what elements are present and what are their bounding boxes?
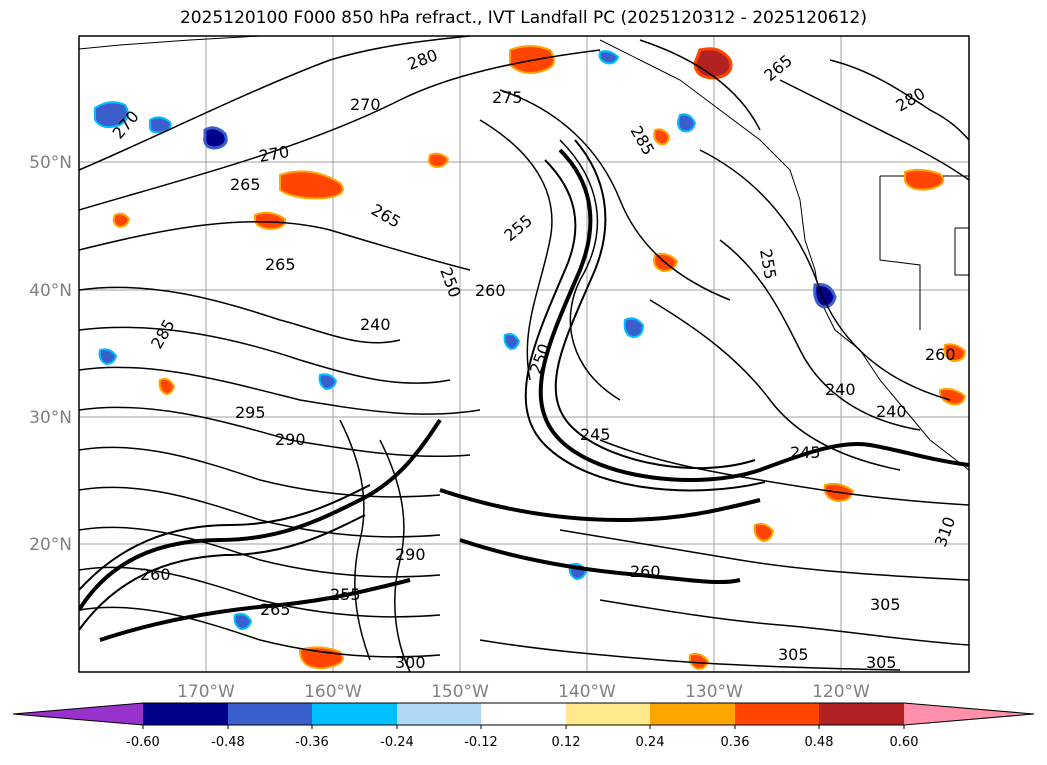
colorbar-segment (819, 703, 904, 725)
contour-label: 260 (925, 345, 956, 364)
colorbar-segment (481, 703, 566, 725)
colorbar-tick-label: -0.12 (464, 735, 498, 750)
colorbar-tick-label: 0.24 (636, 735, 665, 750)
colorbar-tick-label: -0.24 (380, 735, 414, 750)
contour-label: 265 (230, 175, 261, 194)
colorbar-segment (397, 703, 481, 725)
refractivity-contours (79, 36, 969, 672)
contour-label: 240 (825, 380, 856, 399)
contour-label: 305 (778, 645, 809, 664)
lat-label: 40°N (29, 281, 72, 301)
colorbar-tick-label: -0.36 (295, 735, 329, 750)
lon-label: 160°W (304, 682, 362, 702)
colorbar-segment (650, 703, 735, 725)
contour-label: 305 (866, 653, 897, 672)
colorbar: -0.60 -0.48 -0.36 -0.24 -0.12 0.12 0.24 … (12, 702, 1035, 750)
contour-label: 305 (870, 595, 901, 614)
contour-label: 245 (790, 443, 821, 462)
map-frame (78, 35, 970, 673)
colorbar-extend-min (13, 703, 143, 725)
contour-label: 300 (395, 653, 426, 672)
contour-label: 295 (235, 403, 266, 422)
contour-label: 260 (140, 565, 171, 584)
contour-label: 290 (395, 545, 426, 564)
ivt-contours (79, 148, 969, 642)
ivt-contours-inner (79, 139, 766, 631)
colorbar-segment (228, 703, 312, 725)
lat-label: 30°N (29, 408, 72, 428)
colorbar-tick-label: -0.48 (211, 735, 245, 750)
colorbar-tick-label: -0.60 (126, 735, 160, 750)
coastlines (79, 36, 969, 471)
lon-label: 120°W (812, 682, 870, 702)
lon-label: 150°W (431, 682, 489, 702)
lat-label: 50°N (29, 153, 72, 173)
colorbar-tick-label: 0.12 (552, 735, 581, 750)
latitude-labels: 50°N 40°N 30°N 20°N (29, 153, 72, 555)
contour-label: 265 (260, 600, 291, 619)
contour-label: 270 (350, 95, 381, 114)
longitude-labels: 170°W 160°W 150°W 140°W 130°W 120°W (177, 682, 870, 702)
colorbar-tick-label: 0.36 (721, 735, 750, 750)
colorbar-segment (566, 703, 650, 725)
lon-label: 140°W (558, 682, 616, 702)
contour-label: 245 (580, 425, 611, 444)
contour-label: 260 (630, 562, 661, 581)
colorbar-segment (143, 703, 228, 725)
lon-label: 170°W (177, 682, 235, 702)
contour-label: 240 (360, 315, 391, 334)
contour-label: 260 (475, 281, 506, 300)
contour-label: 265 (265, 255, 296, 274)
colorbar-extend-max (904, 703, 1034, 725)
contour-label: 255 (330, 585, 361, 604)
lat-label: 20°N (29, 535, 72, 555)
lon-label: 130°W (685, 682, 743, 702)
contour-label: 240 (876, 402, 907, 421)
contour-label: 275 (492, 88, 523, 107)
chart-title: 2025120100 F000 850 hPa refract., IVT La… (179, 8, 867, 28)
colorbar-tick-label: 0.60 (890, 735, 919, 750)
colorbar-segment (312, 703, 397, 725)
contour-label: 290 (275, 430, 306, 449)
colorbar-segment (735, 703, 819, 725)
colorbar-tick-label: 0.48 (805, 735, 834, 750)
